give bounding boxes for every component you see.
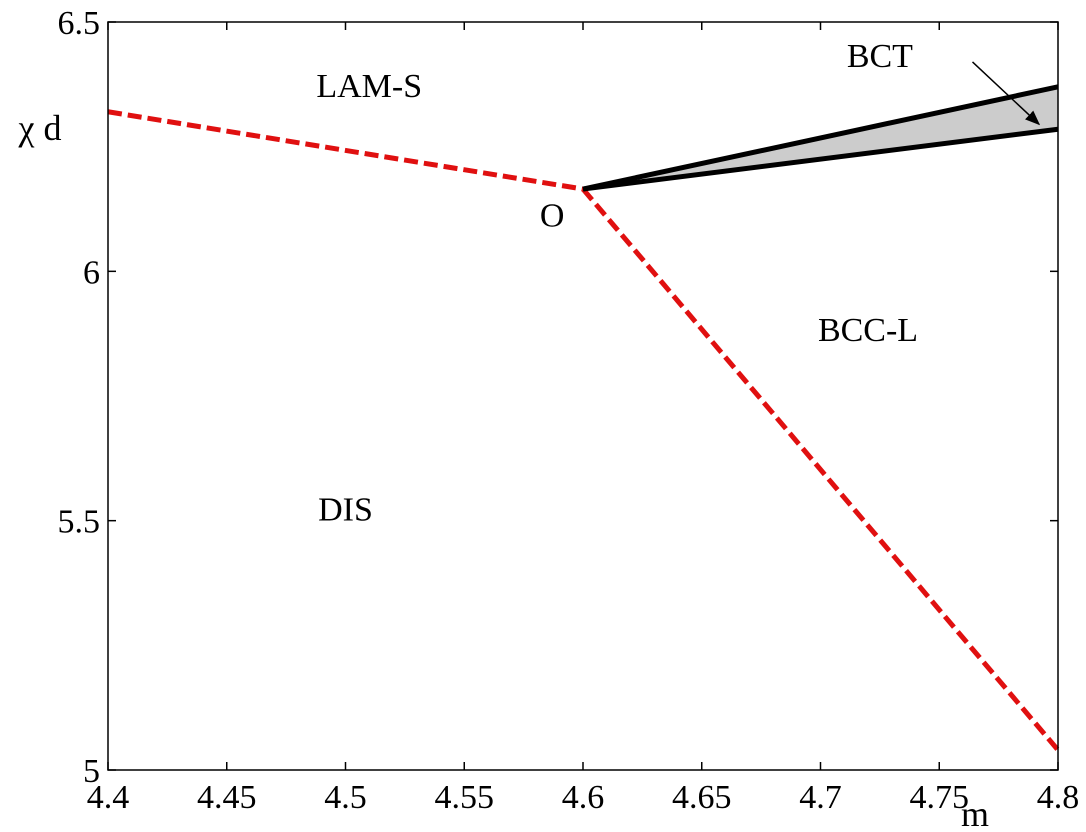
region-label-dis: DIS [318, 492, 373, 529]
x-tick-label: 4.7 [799, 779, 842, 816]
region-label-o: O [540, 197, 565, 234]
x-tick-label: 4.65 [672, 779, 732, 816]
x-tick-label: 4.45 [197, 779, 257, 816]
y-axis-label: χ d [18, 108, 62, 148]
series-line-1 [107, 109, 584, 192]
y-tick-label: 5 [83, 753, 100, 790]
series-line-4 [582, 126, 1059, 192]
y-tick-label: 6 [83, 254, 100, 291]
x-tick-label: 4.4 [87, 779, 130, 816]
x-tick-label: 4.55 [435, 779, 495, 816]
x-tick-label: 4.75 [910, 779, 970, 816]
y-tick-label: 6.5 [58, 5, 101, 42]
x-tick-label: 4.8 [1037, 779, 1080, 816]
y-tick-label: 5.5 [58, 504, 101, 541]
series-line-3 [582, 84, 1059, 192]
x-tick-label: 4.6 [562, 779, 605, 816]
series-line-2 [581, 187, 1060, 752]
region-label-bct: BCT [847, 38, 913, 75]
region-label-bcc-l: BCC-L [818, 312, 918, 349]
bct-arrow [971, 61, 1041, 126]
x-tick-label: 4.5 [324, 779, 367, 816]
region-label-lam-s: LAM-S [316, 68, 422, 105]
x-axis-label: m [961, 794, 989, 832]
